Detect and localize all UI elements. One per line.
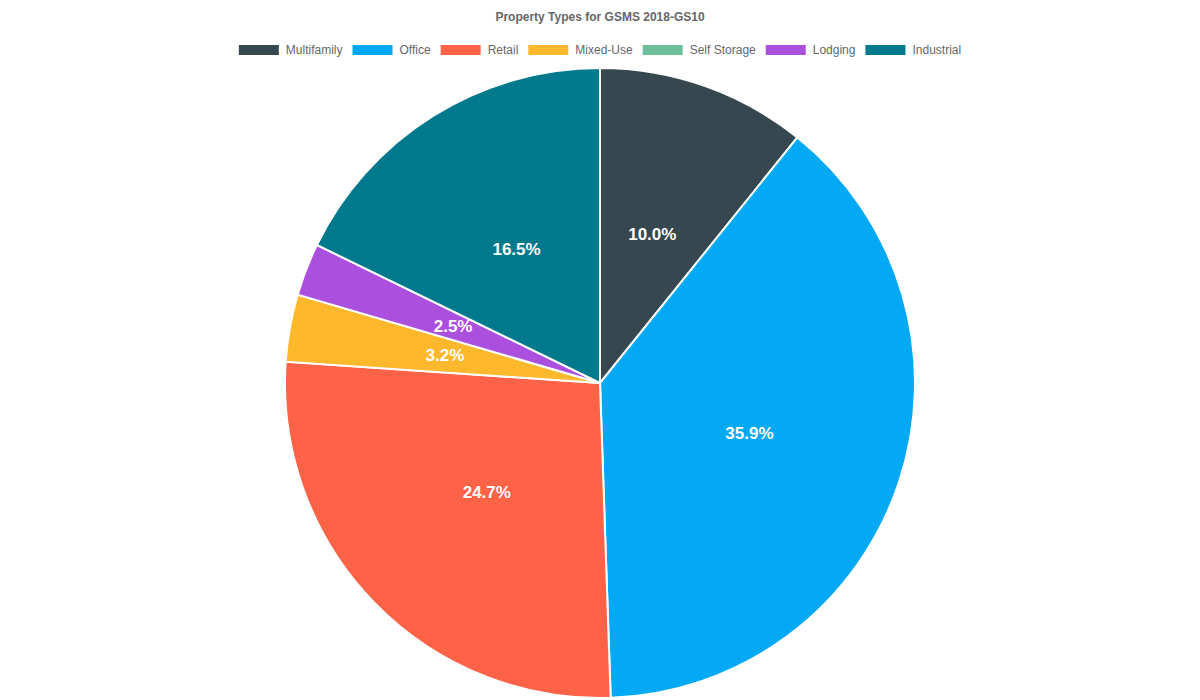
legend-label: Retail xyxy=(488,43,519,57)
legend-item[interactable]: Self Storage xyxy=(643,43,756,57)
data-labels: 10.0% 35.9% 24.7% 3.2% 2.5% 16.5% xyxy=(426,225,774,502)
slice[interactable] xyxy=(600,137,915,697)
legend-label: Mixed-Use xyxy=(575,43,633,57)
data-label: 24.7% xyxy=(463,483,511,502)
data-label: 2.5% xyxy=(434,317,473,336)
legend-item[interactable]: Industrial xyxy=(865,43,961,57)
legend: Multifamily Office Retail Mixed-Use Self Sto… xyxy=(239,43,961,57)
legend-swatch xyxy=(766,45,806,55)
legend-item[interactable]: Mixed-Use xyxy=(528,43,633,57)
slice[interactable] xyxy=(285,362,611,698)
legend-label: Office xyxy=(400,43,431,57)
title: Property Types for GSMS 2018-GS10 xyxy=(495,10,705,24)
pie xyxy=(285,68,915,698)
legend-swatch xyxy=(353,45,393,55)
legend-swatch xyxy=(441,45,481,55)
slice[interactable] xyxy=(317,68,600,383)
legend-swatch xyxy=(528,45,568,55)
legend-swatch xyxy=(865,45,905,55)
data-label: 16.5% xyxy=(492,240,540,259)
chart: Property Types for GSMS 2018-GS10 Multifa… xyxy=(0,0,1200,700)
data-label: 35.9% xyxy=(725,424,773,443)
legend-label: Multifamily xyxy=(286,43,343,57)
legend-label: Lodging xyxy=(813,43,856,57)
legend-label: Industrial xyxy=(912,43,961,57)
legend-item[interactable]: Multifamily xyxy=(239,43,343,57)
data-label: 3.2% xyxy=(426,346,465,365)
legend-swatch xyxy=(643,45,683,55)
legend-item[interactable]: Office xyxy=(353,43,431,57)
legend-item[interactable]: Retail xyxy=(441,43,519,57)
legend-swatch xyxy=(239,45,279,55)
legend-label: Self Storage xyxy=(690,43,756,57)
legend-item[interactable]: Lodging xyxy=(766,43,856,57)
data-label: 10.0% xyxy=(628,225,676,244)
